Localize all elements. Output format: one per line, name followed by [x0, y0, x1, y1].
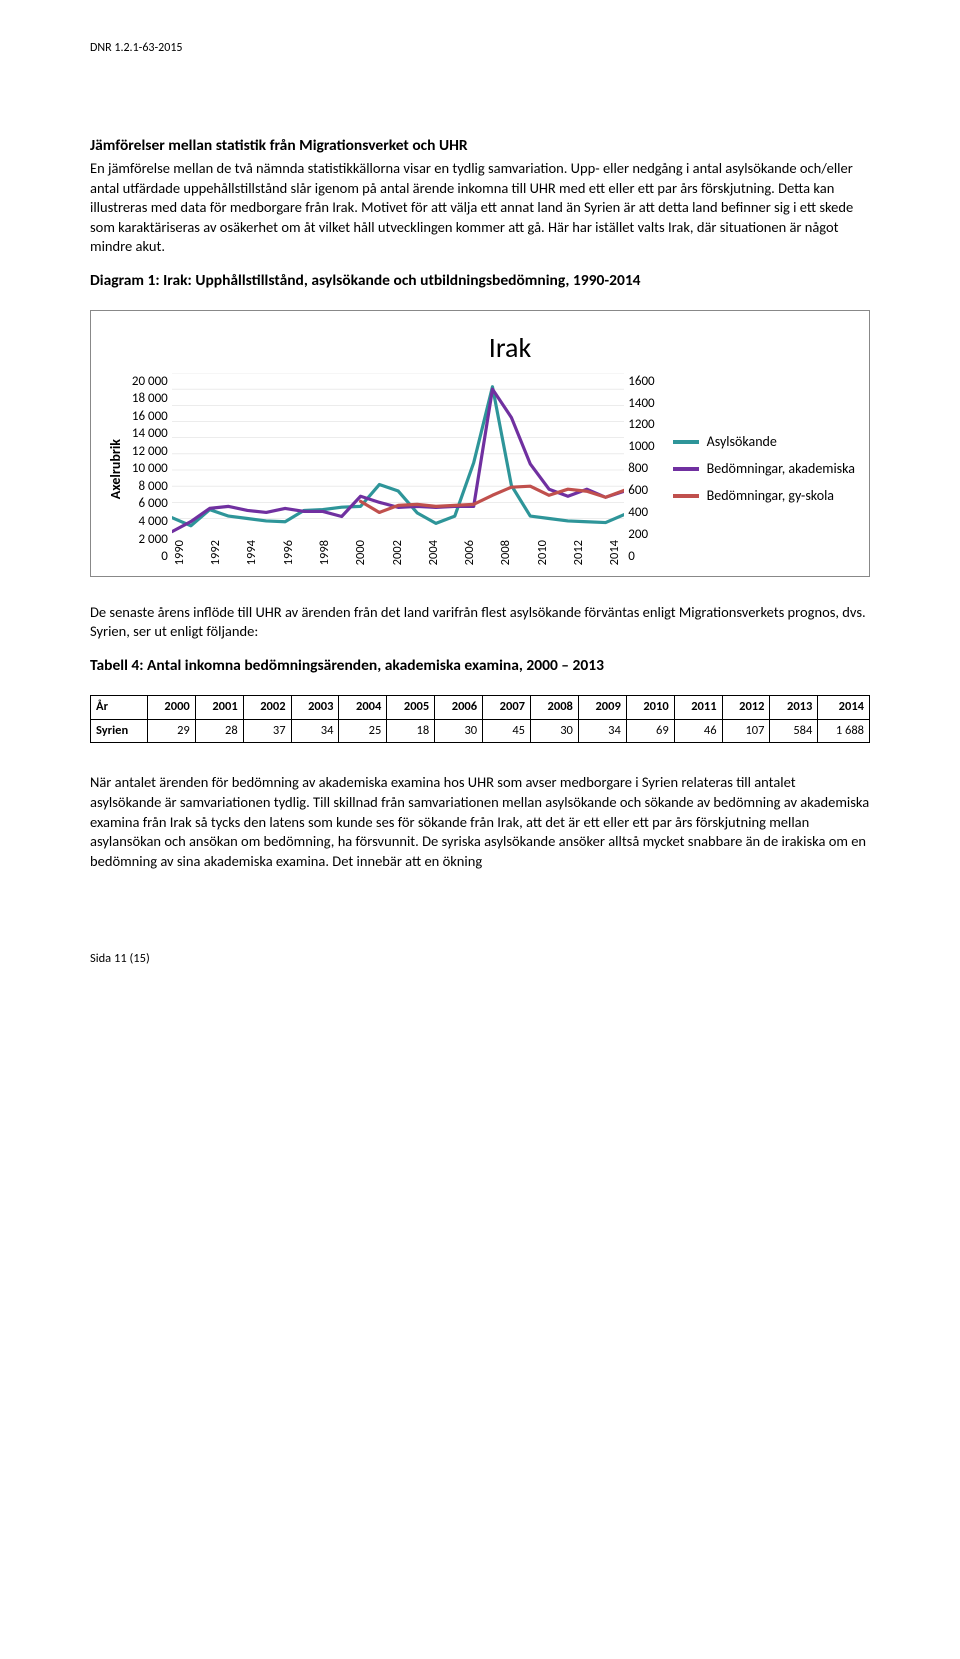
table-cell: 30: [531, 719, 579, 743]
table-cell: 29: [147, 719, 195, 743]
x-tick: 1992: [208, 540, 225, 565]
page-footer: Sida 11 (15): [90, 951, 870, 968]
table-cell: 37: [243, 719, 291, 743]
chart-caption: Diagram 1: Irak: Upphållstillstånd, asyl…: [90, 271, 870, 292]
paragraph-final: När antalet ärenden för bedömning av aka…: [90, 773, 870, 871]
x-tick: 2006: [462, 540, 479, 565]
chart-legend: Asylsökande Bedömningar, akademiska Bedömn…: [659, 425, 855, 514]
y-right-tick: 1200: [628, 416, 654, 434]
x-tick: 2004: [426, 540, 443, 565]
y-right-tick: 600: [628, 482, 654, 500]
y-left-tick: 14 000: [132, 425, 168, 443]
chart-frame: Irak Axelrubrik 20 00018 00016 00014 000…: [90, 310, 870, 577]
legend-item: Bedömningar, gy-skola: [673, 487, 855, 506]
table-header-cell: 2004: [339, 695, 387, 719]
y-right-tick: 1000: [628, 438, 654, 456]
y-left-tick: 16 000: [132, 408, 168, 426]
table-cell: 69: [626, 719, 674, 743]
x-tick: 1996: [281, 540, 298, 565]
data-table: År20002001200220032004200520062007200820…: [90, 695, 870, 744]
y-left-tick: 10 000: [132, 460, 168, 478]
table-header-cell: 2006: [435, 695, 483, 719]
table-header-cell: 2000: [147, 695, 195, 719]
table-header-cell: 2012: [722, 695, 770, 719]
table-cell: 46: [674, 719, 722, 743]
x-tick: 2002: [390, 540, 407, 565]
x-tick: 2008: [498, 540, 515, 565]
x-tick: 2010: [535, 540, 552, 565]
legend-label: Asylsökande: [707, 433, 777, 452]
table-cell: 584: [770, 719, 818, 743]
y-left-tick: 12 000: [132, 443, 168, 461]
y-left-tick: 6 000: [132, 495, 168, 513]
table-cell: 1 688: [818, 719, 870, 743]
table-header-cell: 2002: [243, 695, 291, 719]
legend-item: Asylsökande: [673, 433, 855, 452]
legend-swatch: [673, 440, 699, 444]
y-right-tick: 200: [628, 526, 654, 544]
table-cell: 25: [339, 719, 387, 743]
legend-label: Bedömningar, akademiska: [707, 460, 855, 479]
paragraph-intro: En jämförelse mellan de två nämnda stati…: [90, 159, 870, 257]
table-header-cell: 2009: [578, 695, 626, 719]
table-header-cell: 2014: [818, 695, 870, 719]
y-left-tick: 18 000: [132, 390, 168, 408]
table-header-cell: År: [91, 695, 148, 719]
y-left-tick: 2 000: [132, 531, 168, 549]
document-header: DNR 1.2.1-63-2015: [90, 40, 870, 56]
y-axis-label: Axelrubrik: [105, 439, 128, 499]
chart-title: Irak: [165, 329, 855, 367]
x-tick: 2012: [571, 540, 588, 565]
y-axis-right-ticks: 1600 1400 1200 1000 800 600 400 200 0: [624, 373, 658, 566]
table-cell: 30: [435, 719, 483, 743]
table-header-cell: 2003: [291, 695, 339, 719]
x-axis-ticks: 1990 1992 1994 1996 1998 2000 2002 2004 2006 2008…: [172, 540, 624, 565]
paragraph-after-chart: De senaste årens inflöde till UHR av äre…: [90, 603, 870, 642]
y-left-tick: 0: [132, 548, 168, 566]
x-tick: 1990: [172, 540, 189, 565]
table-header-cell: 2011: [674, 695, 722, 719]
legend-swatch: [673, 467, 699, 471]
legend-item: Bedömningar, akademiska: [673, 460, 855, 479]
y-right-tick: 1400: [628, 395, 654, 413]
section-heading: Jämförelser mellan statistik från Migrat…: [90, 136, 870, 157]
table-cell: 34: [291, 719, 339, 743]
x-tick: 1994: [244, 540, 261, 565]
table-row-label: Syrien: [91, 719, 148, 743]
table-caption: Tabell 4: Antal inkomna bedömningsärende…: [90, 656, 870, 677]
table-header-cell: 2010: [626, 695, 674, 719]
y-right-tick: 400: [628, 504, 654, 522]
y-axis-left-ticks: 20 00018 00016 00014 00012 00010 0008 00…: [128, 373, 172, 566]
table-cell: 28: [195, 719, 243, 743]
table-cell: 18: [387, 719, 435, 743]
y-right-tick: 800: [628, 460, 654, 478]
y-left-tick: 20 000: [132, 373, 168, 391]
table-cell: 45: [483, 719, 531, 743]
legend-swatch: [673, 494, 699, 498]
x-tick: 1998: [317, 540, 334, 565]
table-header-cell: 2005: [387, 695, 435, 719]
y-left-tick: 4 000: [132, 513, 168, 531]
chart-plot-area: [172, 373, 624, 535]
table-header-cell: 2001: [195, 695, 243, 719]
legend-label: Bedömningar, gy-skola: [707, 487, 834, 506]
x-tick: 2000: [353, 540, 370, 565]
y-right-tick: 0: [628, 548, 654, 566]
x-tick: 2014: [607, 540, 624, 565]
table-header-cell: 2013: [770, 695, 818, 719]
y-right-tick: 1600: [628, 373, 654, 391]
table-cell: 34: [578, 719, 626, 743]
y-left-tick: 8 000: [132, 478, 168, 496]
table-header-cell: 2007: [483, 695, 531, 719]
table-cell: 107: [722, 719, 770, 743]
table-header-cell: 2008: [531, 695, 579, 719]
